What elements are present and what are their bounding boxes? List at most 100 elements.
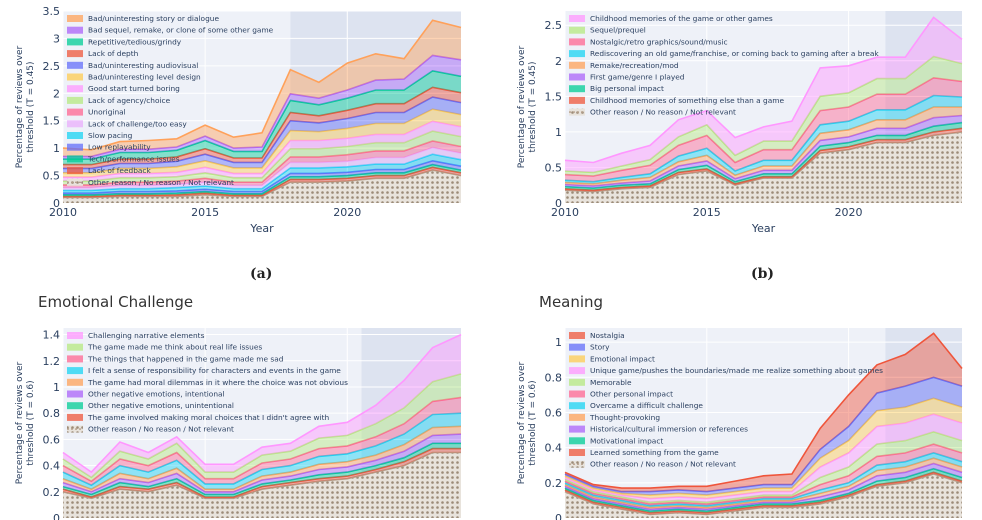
legend-item[interactable]: Remake/recreation/mod: [590, 61, 679, 70]
line-lack-of-depth: [63, 86, 462, 166]
legend-swatch[interactable]: [67, 413, 83, 421]
legend-swatch[interactable]: [67, 50, 83, 58]
legend-item[interactable]: Emotional impact: [590, 354, 655, 363]
legend-swatch[interactable]: [67, 343, 83, 351]
legend-item[interactable]: Story: [590, 343, 610, 352]
y-tick-label: 1.5: [545, 90, 563, 103]
legend-swatch[interactable]: [67, 143, 83, 151]
legend-item[interactable]: The things that happened in the game mad…: [87, 354, 284, 363]
legend-swatch[interactable]: [67, 167, 83, 175]
legend-swatch[interactable]: [569, 413, 585, 421]
legend-swatch[interactable]: [569, 85, 585, 93]
legend-item[interactable]: Challenging narrative elements: [88, 331, 205, 340]
legend-item[interactable]: Bad/uninteresting level design: [88, 73, 201, 82]
legend-swatch[interactable]: [569, 15, 585, 22]
legend-swatch[interactable]: [569, 378, 585, 386]
legend-item[interactable]: Lack of depth: [88, 49, 139, 58]
legend-item[interactable]: The game involved making moral choices t…: [87, 413, 329, 422]
legend-swatch[interactable]: [67, 108, 83, 116]
legend-item[interactable]: Lack of agency/choice: [88, 96, 171, 105]
legend-item[interactable]: Learned something from the game: [590, 448, 719, 457]
legend-swatch[interactable]: [67, 26, 83, 34]
legend-swatch[interactable]: [67, 38, 83, 46]
legend-item[interactable]: Rediscovering an old game/franchise, or …: [590, 49, 879, 58]
y-tick-label: 1.4: [43, 329, 61, 342]
legend-item[interactable]: Repetitive/tedious/grindy: [88, 37, 182, 46]
legend-swatch[interactable]: [569, 402, 585, 410]
legend-swatch[interactable]: [67, 96, 83, 104]
legend-item[interactable]: Motivational impact: [590, 436, 663, 445]
legend-swatch[interactable]: [67, 73, 83, 81]
legend-swatch[interactable]: [569, 437, 585, 445]
legend-swatch[interactable]: [67, 355, 83, 363]
legend-swatch[interactable]: [569, 38, 585, 46]
legend-item[interactable]: The game had moral dilemmas in it where …: [87, 378, 348, 387]
legend-item[interactable]: Unoriginal: [88, 108, 126, 117]
legend-swatch[interactable]: [67, 85, 83, 93]
legend-item[interactable]: Other reason / No reason / Not relevant: [88, 178, 234, 187]
legend-item[interactable]: Bad sequel, remake, or clone of some oth…: [88, 26, 274, 35]
panel-label-b: (b): [751, 266, 775, 282]
x-tick-label: 2020: [333, 206, 361, 219]
legend-item[interactable]: I felt a sense of responsibility for cha…: [88, 366, 341, 375]
legend-item[interactable]: Bad/uninteresting story or dialogue: [88, 14, 219, 23]
legend-swatch[interactable]: [67, 120, 83, 128]
legend-item[interactable]: Thought-provoking: [589, 413, 660, 422]
legend-item[interactable]: Childhood memories of the game or other …: [590, 14, 773, 23]
legend-swatch[interactable]: [67, 390, 83, 398]
legend-item[interactable]: Childhood memories of something else tha…: [590, 96, 784, 105]
legend-item[interactable]: Tech/performance issues: [87, 154, 180, 163]
legend-swatch[interactable]: [569, 343, 585, 351]
legend-swatch[interactable]: [569, 449, 585, 456]
legend-swatch[interactable]: [569, 73, 585, 81]
legend-item[interactable]: Other negative emotions, unintentional: [88, 401, 234, 410]
legend-item[interactable]: Other reason / No reason / Not relevant: [88, 425, 234, 434]
legend-item[interactable]: Lack of feedback: [88, 166, 151, 175]
legend-item[interactable]: Big personal impact: [590, 84, 664, 93]
legend-item[interactable]: Lack of challenge/too easy: [88, 119, 187, 128]
chart-panel-b: 0 0.5 1 1.5 2 2.5 2010 2015 2020 Year Percentage o…: [517, 11, 963, 235]
y-tick-label: 0.8: [43, 407, 61, 420]
y-tick-label: 0: [53, 197, 60, 210]
legend-swatch[interactable]: [569, 425, 585, 433]
legend-swatch[interactable]: [569, 50, 585, 58]
legend-item[interactable]: Slow pacing: [88, 131, 133, 140]
legend-swatch[interactable]: [67, 367, 83, 375]
legend-item[interactable]: Nostalgia: [590, 331, 625, 340]
y-tick-label: 2: [53, 87, 60, 100]
legend-item[interactable]: Other personal impact: [590, 390, 673, 399]
line-childhood-memories-of-the-game-or-other-games: [564, 16, 963, 164]
legend-item[interactable]: The game made me think about real life i…: [87, 343, 262, 352]
legend-swatch[interactable]: [67, 15, 83, 22]
legend-item[interactable]: Low replayability: [88, 143, 151, 152]
legend-item[interactable]: Unique game/pushes the boundaries/made m…: [590, 366, 883, 375]
legend-item[interactable]: Memorable: [590, 378, 632, 387]
line-remake-recreation-mod: [564, 106, 962, 185]
legend-item[interactable]: Nostalgic/retro graphics/sound/music: [590, 37, 728, 46]
legend-swatch[interactable]: [569, 367, 585, 375]
legend-swatch[interactable]: [569, 355, 585, 363]
legend-item[interactable]: Other negative emotions, intentional: [88, 390, 225, 399]
legend-swatch[interactable]: [67, 402, 83, 410]
legend-item[interactable]: Sequel/prequel: [590, 26, 646, 35]
legend-swatch[interactable]: [569, 332, 585, 339]
legend-item[interactable]: First game/genre I played: [590, 73, 685, 82]
legend-swatch[interactable]: [569, 26, 585, 34]
legend-swatch[interactable]: [67, 61, 83, 69]
legend-item[interactable]: Historical/cultural immersion or referen…: [590, 425, 748, 434]
legend-item[interactable]: Other reason / No reason / Not relevant: [590, 460, 736, 469]
legend-swatch[interactable]: [67, 155, 83, 163]
area-rediscovering-an-old-game-franchise-or-coming-back-to-gaming-after-a-break: [565, 95, 962, 184]
legend-swatch[interactable]: [569, 61, 585, 69]
line-other-reason-no-reason-not-relevant: [564, 131, 963, 193]
legend-item[interactable]: Bad/uninteresting audiovisual: [88, 61, 198, 70]
y-tick-label: 1: [53, 142, 60, 155]
legend-swatch[interactable]: [569, 96, 585, 104]
legend-swatch[interactable]: [67, 332, 83, 339]
legend-swatch[interactable]: [569, 390, 585, 398]
legend-item[interactable]: Good start turned boring: [88, 84, 180, 93]
legend-swatch[interactable]: [67, 132, 83, 139]
legend-item[interactable]: Overcame a difficult challenge: [590, 401, 703, 410]
legend-item[interactable]: Other reason / No reason / Not relevant: [590, 108, 736, 117]
legend-swatch[interactable]: [67, 378, 83, 386]
